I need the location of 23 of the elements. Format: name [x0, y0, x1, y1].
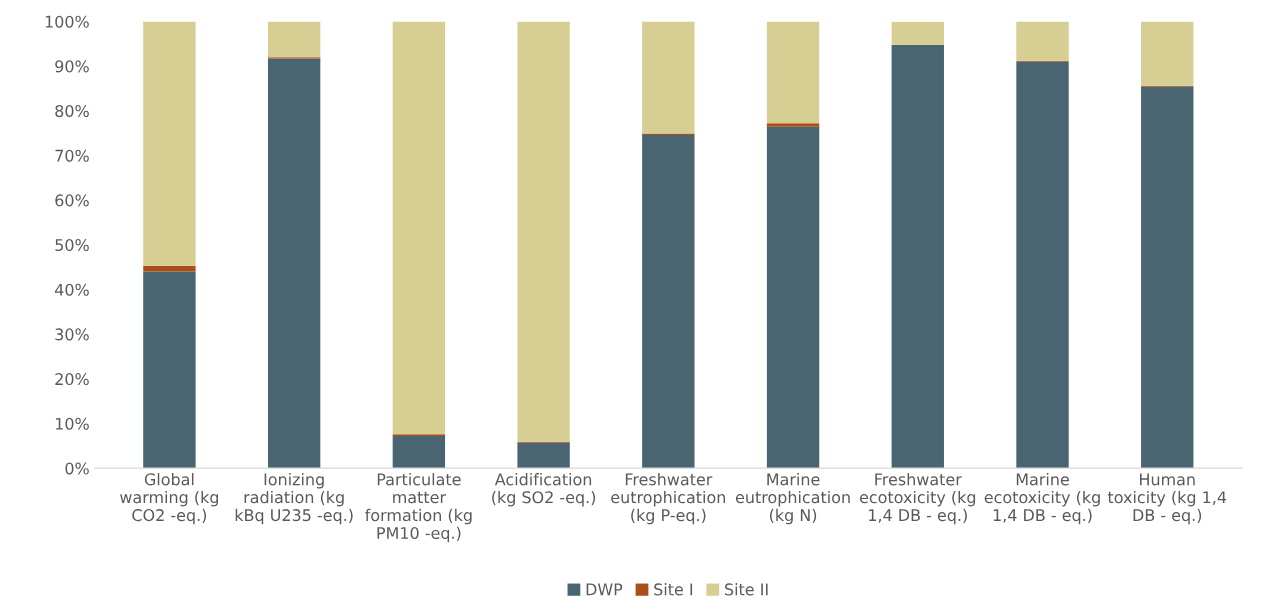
x-tick-label: Human toxicity (kg 1,4 DB - eq.)	[1107, 473, 1227, 525]
legend-label: DWP	[586, 583, 623, 596]
y-tick-label: 50%	[55, 239, 89, 252]
x-tick-label: Marine eutrophication (kg N)	[735, 473, 850, 525]
legend-label: Site II	[725, 583, 768, 596]
legend-label: Site I	[654, 583, 693, 596]
y-tick-label: 100%	[45, 15, 89, 28]
y-tick-label: 60%	[55, 194, 89, 207]
x-tick-label: Ionizing radiation (kg kBq U235 -eq.)	[235, 473, 353, 525]
y-tick-label: 0%	[65, 462, 89, 475]
y-tick-label: 10%	[55, 417, 89, 430]
y-tick-label: 20%	[55, 373, 89, 386]
y-tick-label: 30%	[55, 328, 89, 341]
x-tick-label: Marine ecotoxicity (kg 1,4 DB - eq.)	[984, 473, 1100, 525]
x-tick-label: Global warming (kg CO2 -eq.)	[120, 473, 219, 525]
y-tick-label: 70%	[55, 149, 89, 162]
y-tick-label: 80%	[55, 104, 89, 118]
x-tick-label: Particulate matter formation (kg PM10 -eq.)	[365, 473, 472, 543]
y-tick-label: 90%	[55, 60, 89, 73]
x-tick-label: Freshwater eutrophication (kg P-eq.)	[611, 473, 725, 525]
x-tick-label: Acidification (kg SO2 -eq.)	[492, 473, 596, 507]
x-tick-label: Freshwater ecotoxicity (kg 1,4 DB - eq.)	[859, 473, 976, 525]
y-tick-label: 40%	[54, 283, 89, 296]
